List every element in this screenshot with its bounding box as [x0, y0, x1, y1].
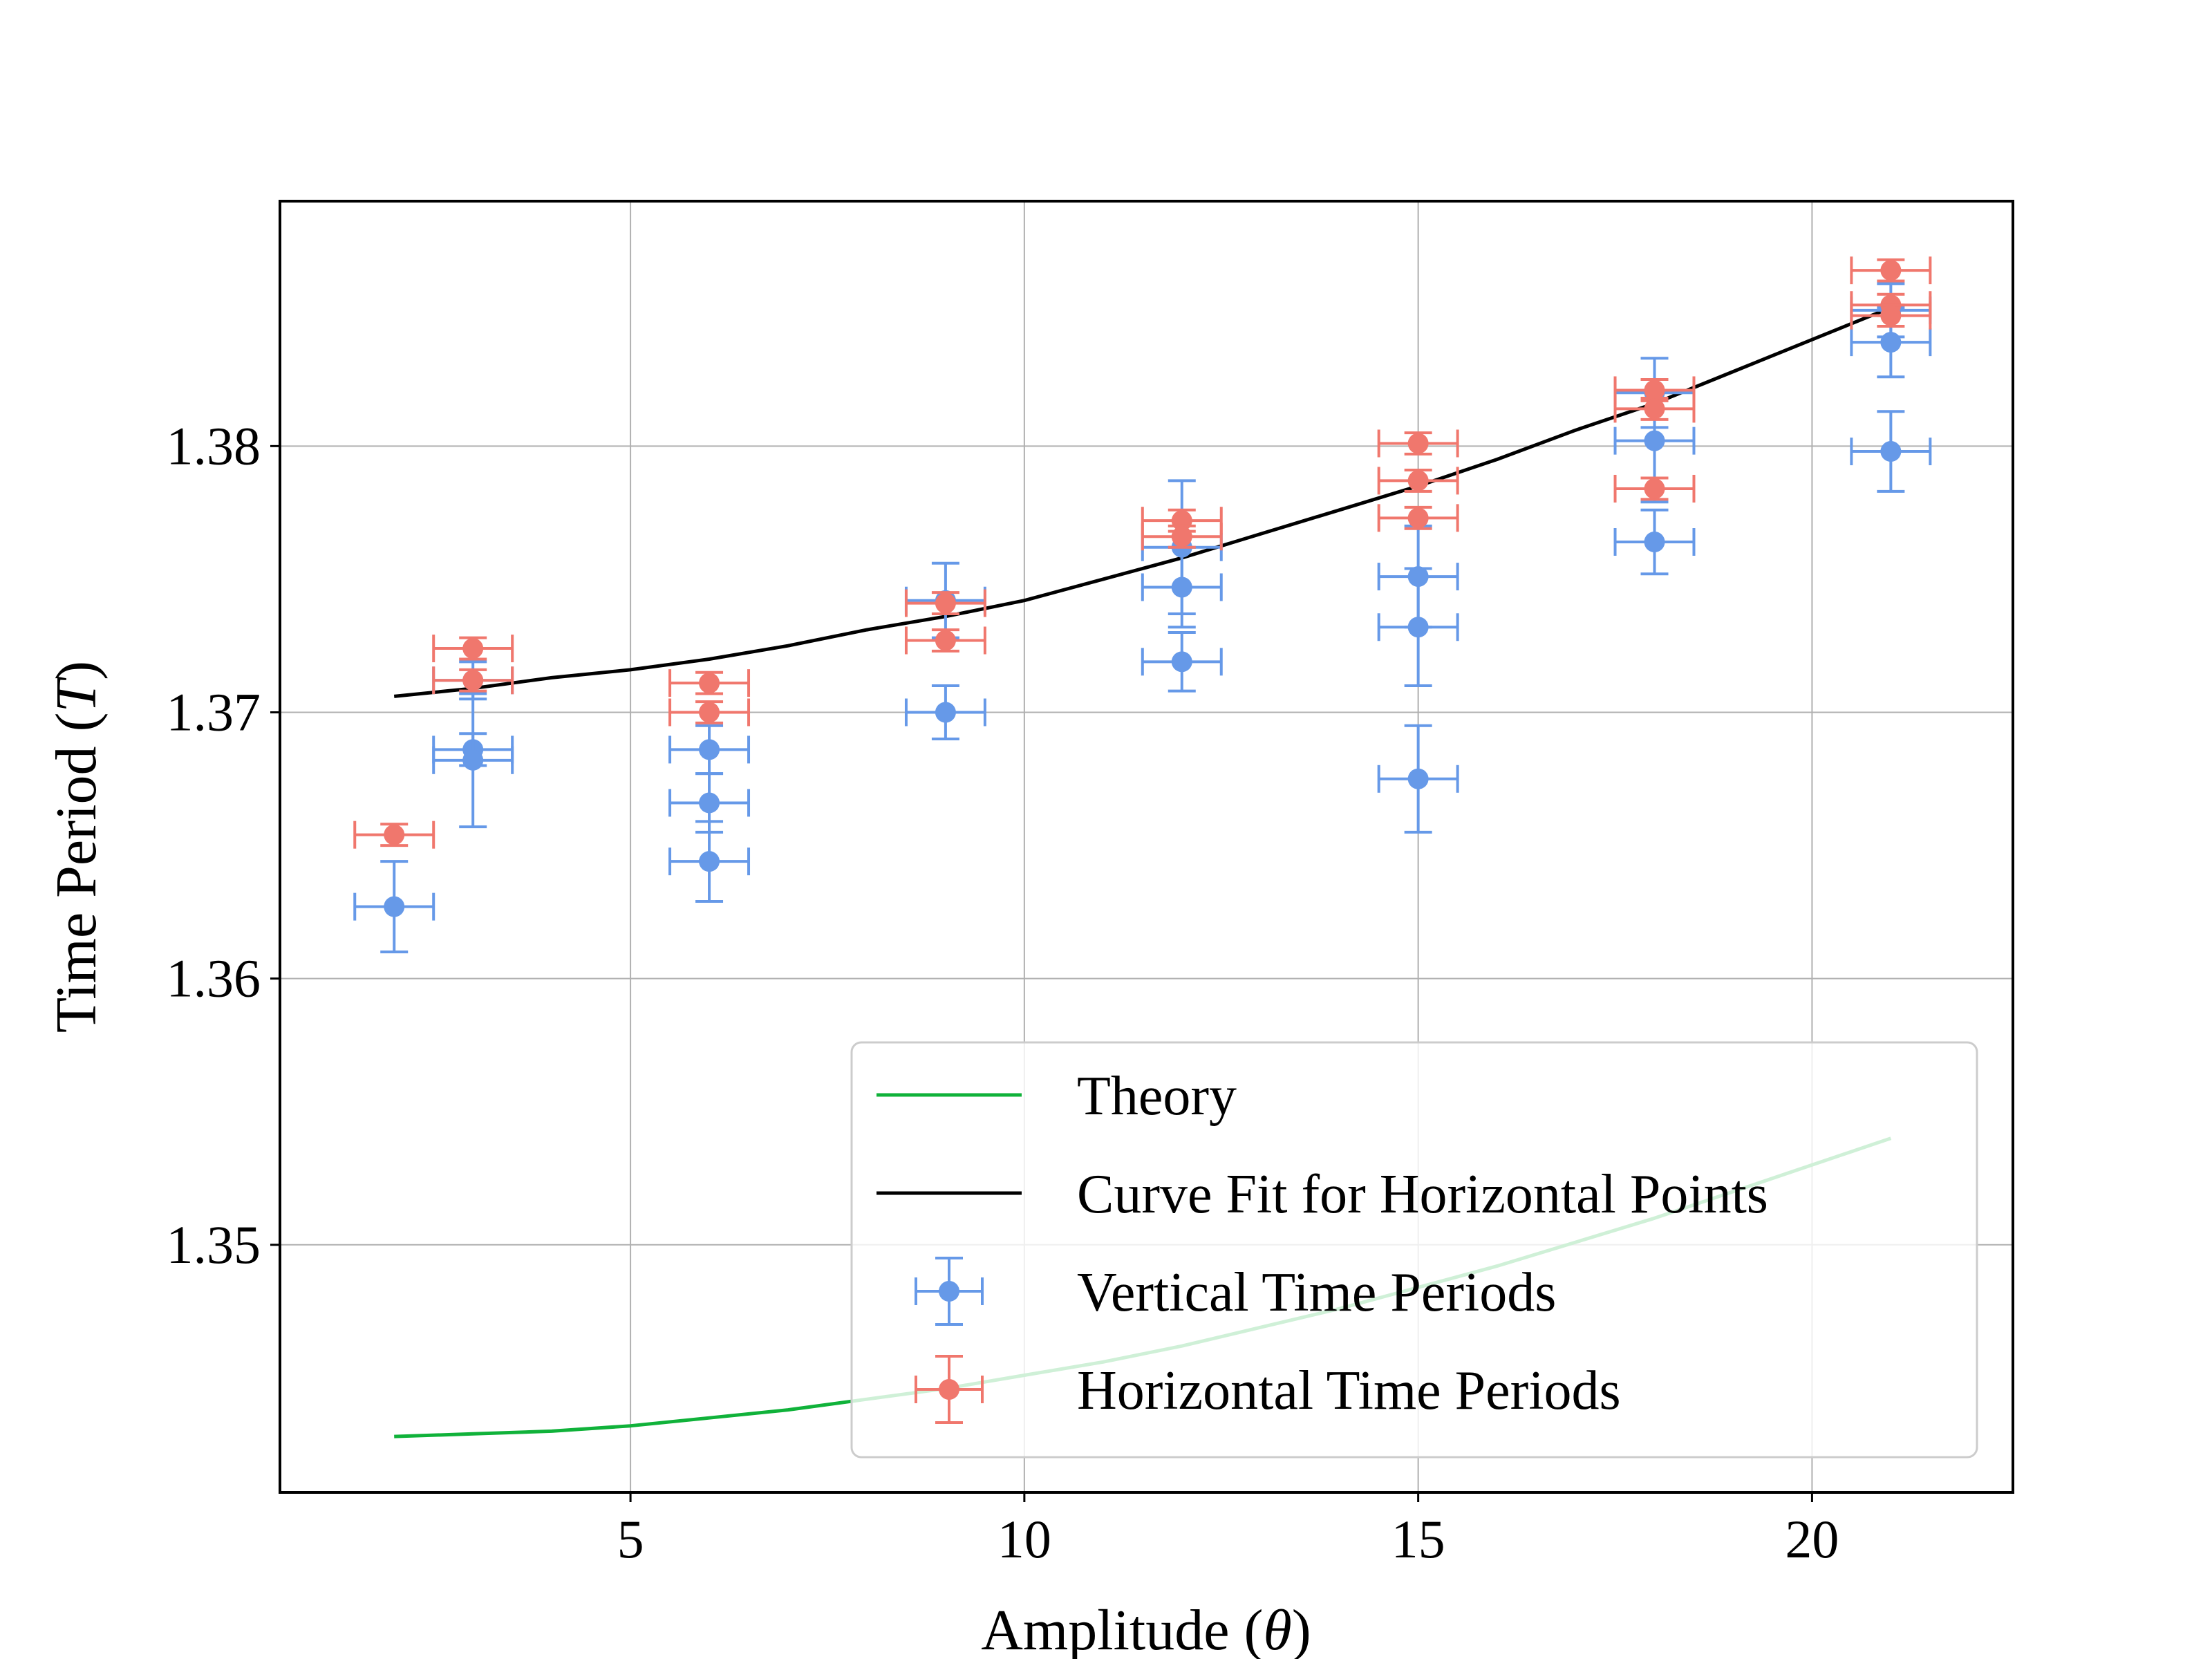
legend-marker-vertical	[915, 1257, 984, 1326]
data-point	[935, 592, 956, 614]
data-point	[1407, 433, 1429, 454]
point-vertical	[1377, 567, 1459, 687]
data-point	[939, 1281, 959, 1302]
data-point	[1644, 531, 1665, 552]
legend-label-vertical: Vertical Time Periods	[1077, 1262, 1556, 1323]
point-horizontal	[904, 589, 986, 617]
data-point	[1880, 441, 1902, 462]
point-vertical	[1850, 410, 1932, 493]
data-point	[935, 630, 956, 651]
x-axis-title: Amplitude (θ)	[981, 1598, 1311, 1659]
point-vertical	[1377, 724, 1459, 834]
x-tick-label: 5	[617, 1509, 644, 1569]
point-horizontal	[1377, 429, 1459, 458]
data-point	[1644, 430, 1665, 451]
data-point	[1880, 332, 1902, 353]
data-point	[462, 638, 484, 659]
point-horizontal	[904, 626, 986, 655]
point-vertical	[904, 684, 986, 741]
legend-label-curve-fit: Curve Fit for Horizontal Points	[1077, 1164, 1768, 1225]
point-horizontal	[1377, 504, 1459, 532]
legend-swatch-horizontal	[915, 1355, 984, 1424]
point-vertical	[668, 820, 751, 903]
point-vertical	[432, 692, 514, 829]
legend-label-theory: Theory	[1077, 1066, 1237, 1127]
legend-marker-horizontal	[915, 1355, 984, 1424]
y-tick-label: 1.36	[167, 948, 261, 1009]
point-layer	[353, 256, 1932, 954]
y-tick-label: 1.35	[167, 1215, 261, 1275]
point-horizontal	[1141, 523, 1223, 551]
y-axis-symbol: T	[44, 677, 109, 713]
data-point	[699, 739, 720, 760]
point-horizontal	[1850, 256, 1932, 285]
data-point	[935, 702, 956, 723]
data-point	[1171, 651, 1192, 673]
point-vertical	[1613, 508, 1696, 576]
data-point	[1644, 398, 1665, 420]
data-point	[939, 1379, 959, 1400]
y-tick-label: 1.38	[167, 415, 261, 476]
data-point	[1407, 617, 1429, 638]
point-vertical	[353, 860, 435, 954]
point-horizontal	[1613, 395, 1696, 423]
data-point	[1171, 526, 1192, 547]
data-point	[1880, 305, 1902, 326]
ticks: 5 10 15 20 1.35 1.36 1.37 1.38	[167, 415, 1839, 1569]
point-horizontal	[353, 821, 435, 849]
data-point	[1880, 260, 1902, 281]
data-point	[1171, 577, 1192, 598]
y-tick-label: 1.37	[167, 682, 261, 742]
data-point	[384, 824, 405, 845]
point-horizontal	[668, 669, 751, 697]
y-axis-label: Time Period	[44, 747, 109, 1033]
y-axis-title: Time Period (T)	[44, 661, 109, 1033]
point-horizontal	[1850, 301, 1932, 330]
data-point	[1407, 768, 1429, 789]
point-horizontal	[432, 635, 514, 663]
point-horizontal	[1613, 474, 1696, 503]
x-tick-label: 15	[1391, 1509, 1445, 1569]
data-point	[1407, 470, 1429, 491]
data-point	[1644, 478, 1665, 499]
point-horizontal	[668, 698, 751, 727]
x-tick-label: 10	[997, 1509, 1051, 1569]
data-point	[384, 896, 405, 917]
legend-swatch-vertical	[915, 1257, 984, 1326]
data-point	[699, 673, 720, 694]
legend-box	[850, 1041, 1978, 1459]
plot-frame	[279, 200, 2014, 1494]
data-point	[699, 792, 720, 814]
x-axis-label: Amplitude	[981, 1598, 1229, 1659]
data-point	[1644, 379, 1665, 401]
point-horizontal	[1377, 467, 1459, 495]
data-point	[699, 702, 720, 723]
point-vertical	[1141, 545, 1223, 629]
data-point	[1407, 507, 1429, 529]
point-horizontal	[432, 666, 514, 695]
legend: Theory Curve Fit for Horizontal Points V…	[850, 1041, 1978, 1459]
data-point	[462, 749, 484, 771]
legend-label-horizontal: Horizontal Time Periods	[1077, 1360, 1621, 1421]
point-vertical	[1141, 630, 1223, 693]
x-tick-label: 20	[1785, 1509, 1839, 1569]
x-axis-symbol: θ	[1264, 1598, 1292, 1659]
point-vertical	[1850, 306, 1932, 379]
data-point	[462, 670, 484, 691]
data-point	[699, 851, 720, 872]
